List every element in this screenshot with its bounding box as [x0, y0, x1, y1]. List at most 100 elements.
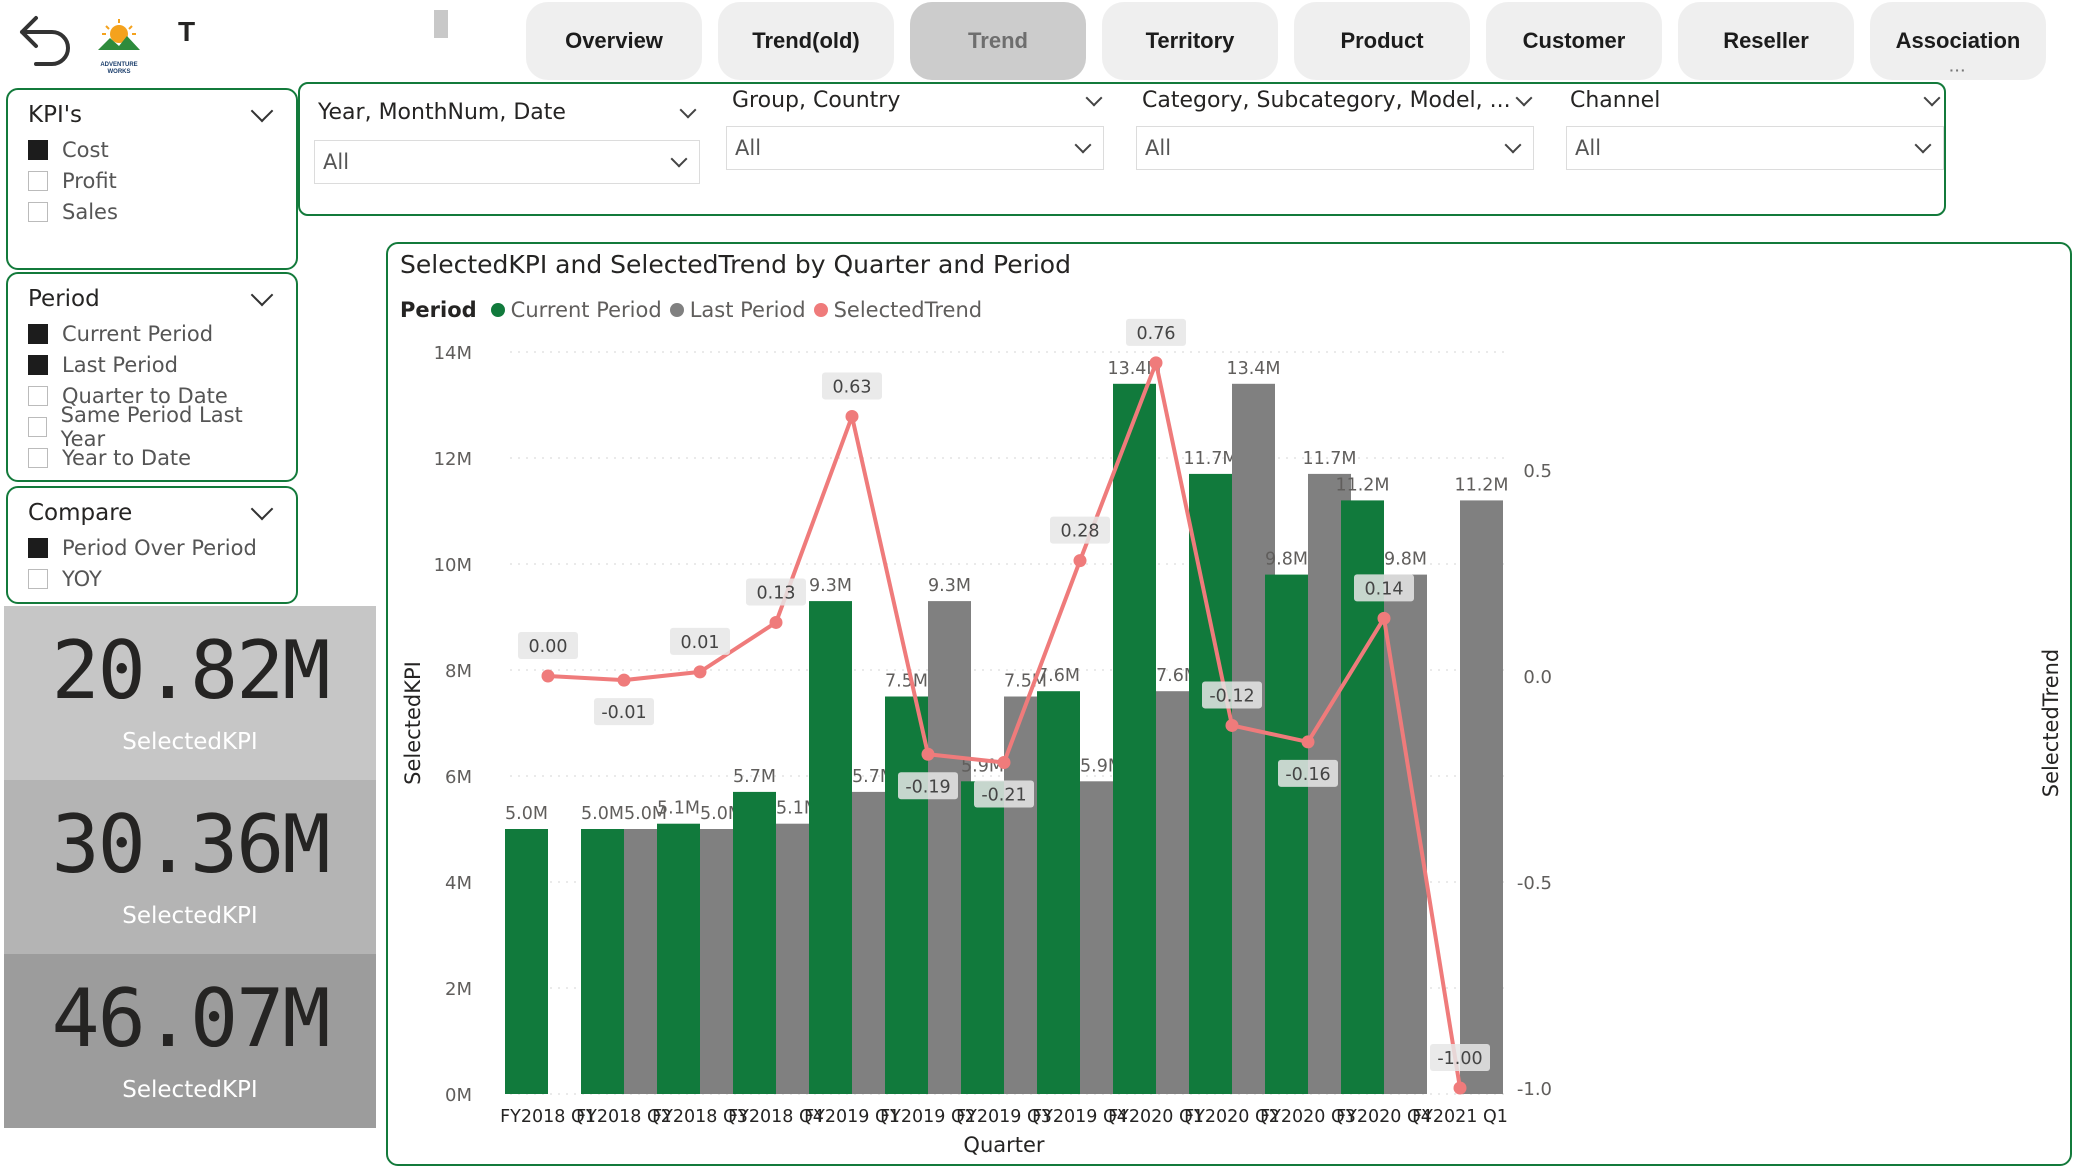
filter-dropdown[interactable]: All	[314, 140, 700, 184]
tab-0[interactable]: Overview	[526, 2, 702, 80]
checkbox[interactable]	[28, 201, 48, 222]
checkbox[interactable]	[28, 568, 48, 589]
trend-point[interactable]	[1225, 718, 1239, 732]
trend-data-label: -1.00	[1437, 1049, 1482, 1069]
trend-point[interactable]	[921, 747, 935, 761]
bar-data-label: 5.0M	[624, 804, 667, 824]
legend-item[interactable]: Last Period	[669, 298, 806, 322]
y2-tick-label: 0.5	[1523, 461, 1552, 482]
compare-option[interactable]: YOY	[28, 563, 276, 594]
period-option[interactable]: Quarter to Date	[28, 380, 276, 411]
bar-current-period[interactable]	[1037, 691, 1080, 1094]
bar-last-period[interactable]	[1460, 500, 1503, 1094]
y2-tick-label: 0.0	[1523, 667, 1552, 688]
bar-data-label: 13.4M	[1107, 359, 1161, 379]
kpis-option[interactable]: Profit	[28, 165, 276, 196]
back-button[interactable]	[8, 8, 76, 76]
bar-data-label: 9.8M	[1384, 550, 1427, 570]
bar-current-period[interactable]	[581, 829, 624, 1094]
bar-data-label: 9.8M	[1265, 550, 1308, 570]
filter-title[interactable]: Year, MonthNum, Date	[318, 100, 700, 125]
drag-handle[interactable]	[434, 10, 448, 38]
period-option[interactable]: Last Period	[28, 349, 276, 380]
tab-2[interactable]: Trend	[910, 2, 1086, 80]
option-label: YOY	[62, 566, 102, 591]
bar-current-period[interactable]	[1113, 383, 1156, 1094]
checkbox[interactable]	[28, 447, 48, 468]
option-label: Cost	[62, 137, 109, 162]
chevron-down-icon[interactable]	[679, 101, 697, 118]
chevron-down-icon[interactable]	[250, 497, 274, 521]
period-slicer-title: Period	[28, 286, 100, 312]
trend-point[interactable]	[1377, 611, 1391, 625]
bar-data-label: 5.7M	[852, 767, 895, 787]
filter-title[interactable]: Group, Country	[732, 88, 1106, 113]
bar-current-period[interactable]	[809, 601, 852, 1094]
bar-current-period[interactable]	[1265, 574, 1308, 1094]
bar-current-period[interactable]	[733, 791, 776, 1094]
tab-6[interactable]: Reseller	[1678, 2, 1854, 80]
chevron-down-icon[interactable]	[1085, 89, 1103, 106]
trend-point[interactable]	[1149, 356, 1163, 370]
bar-data-label: 11.7M	[1183, 449, 1237, 469]
bar-current-period[interactable]	[1189, 473, 1232, 1094]
bar-current-period[interactable]	[505, 829, 548, 1094]
y-tick-label: 4M	[445, 873, 472, 894]
trend-point[interactable]	[617, 673, 631, 687]
chevron-down-icon[interactable]	[1923, 89, 1941, 106]
trend-label-bg	[898, 772, 958, 800]
chevron-down-icon[interactable]	[1515, 89, 1533, 106]
option-label: Year to Date	[62, 445, 192, 470]
x-tick-label: FY2020 Q2	[1184, 1107, 1280, 1127]
checkbox[interactable]	[28, 170, 48, 191]
trend-point[interactable]	[997, 756, 1011, 770]
tab-4[interactable]: Product	[1294, 2, 1470, 80]
filter-title[interactable]: Channel	[1570, 88, 1944, 113]
tab-7[interactable]: Association ···	[1870, 2, 2046, 80]
bar-current-period[interactable]	[657, 823, 700, 1094]
filter-title[interactable]: Category, Subcategory, Model, ...	[1142, 88, 1536, 113]
trend-point[interactable]	[769, 615, 783, 629]
chevron-down-icon	[1504, 136, 1522, 154]
bar-data-label: 5.0M	[700, 804, 743, 824]
compare-option[interactable]: Period Over Period	[28, 532, 276, 563]
filter-dropdown[interactable]: All	[726, 126, 1104, 170]
bar-current-period[interactable]	[885, 696, 928, 1095]
period-option[interactable]: Current Period	[28, 318, 276, 349]
more-options-icon[interactable]: ···	[1949, 62, 1967, 78]
period-option[interactable]: Same Period Last Year	[28, 403, 276, 451]
legend-marker	[813, 303, 828, 317]
tab-5[interactable]: Customer	[1486, 2, 1662, 80]
filter-value: All	[323, 150, 350, 174]
legend-item[interactable]: Current Period	[490, 298, 662, 322]
x-tick-label: FY2018 Q1	[500, 1107, 596, 1127]
tab-1[interactable]: Trend(old)	[718, 2, 894, 80]
filter-dropdown[interactable]: All	[1136, 126, 1534, 170]
chevron-down-icon[interactable]	[250, 283, 274, 307]
checkbox[interactable]	[28, 385, 48, 406]
tab-3[interactable]: Territory	[1102, 2, 1278, 80]
checkbox[interactable]	[28, 323, 48, 344]
bar-current-period[interactable]	[961, 781, 1004, 1094]
kpis-option[interactable]: Sales	[28, 196, 276, 227]
trend-data-label: 0.13	[757, 583, 796, 603]
filter-dropdown[interactable]: All	[1566, 126, 1944, 170]
kpis-option[interactable]: Cost	[28, 134, 276, 165]
period-option[interactable]: Year to Date	[28, 442, 276, 473]
trend-point[interactable]	[693, 665, 707, 679]
option-label: Same Period Last Year	[60, 402, 243, 451]
checkbox[interactable]	[28, 537, 48, 558]
legend-item[interactable]: SelectedTrend	[813, 298, 982, 322]
trend-point[interactable]	[845, 409, 859, 423]
chevron-down-icon[interactable]	[250, 99, 274, 123]
checkbox[interactable]	[28, 139, 48, 160]
trend-point[interactable]	[1301, 735, 1315, 749]
trend-data-label: 0.63	[833, 377, 872, 397]
kpi-card-label: SelectedKPI	[122, 1077, 258, 1103]
trend-point[interactable]	[541, 669, 555, 683]
trend-point[interactable]	[1073, 554, 1087, 568]
checkbox[interactable]	[28, 354, 48, 375]
checkbox[interactable]	[28, 416, 47, 437]
trend-point[interactable]	[1453, 1081, 1467, 1095]
tab-label: Product	[1340, 28, 1424, 53]
